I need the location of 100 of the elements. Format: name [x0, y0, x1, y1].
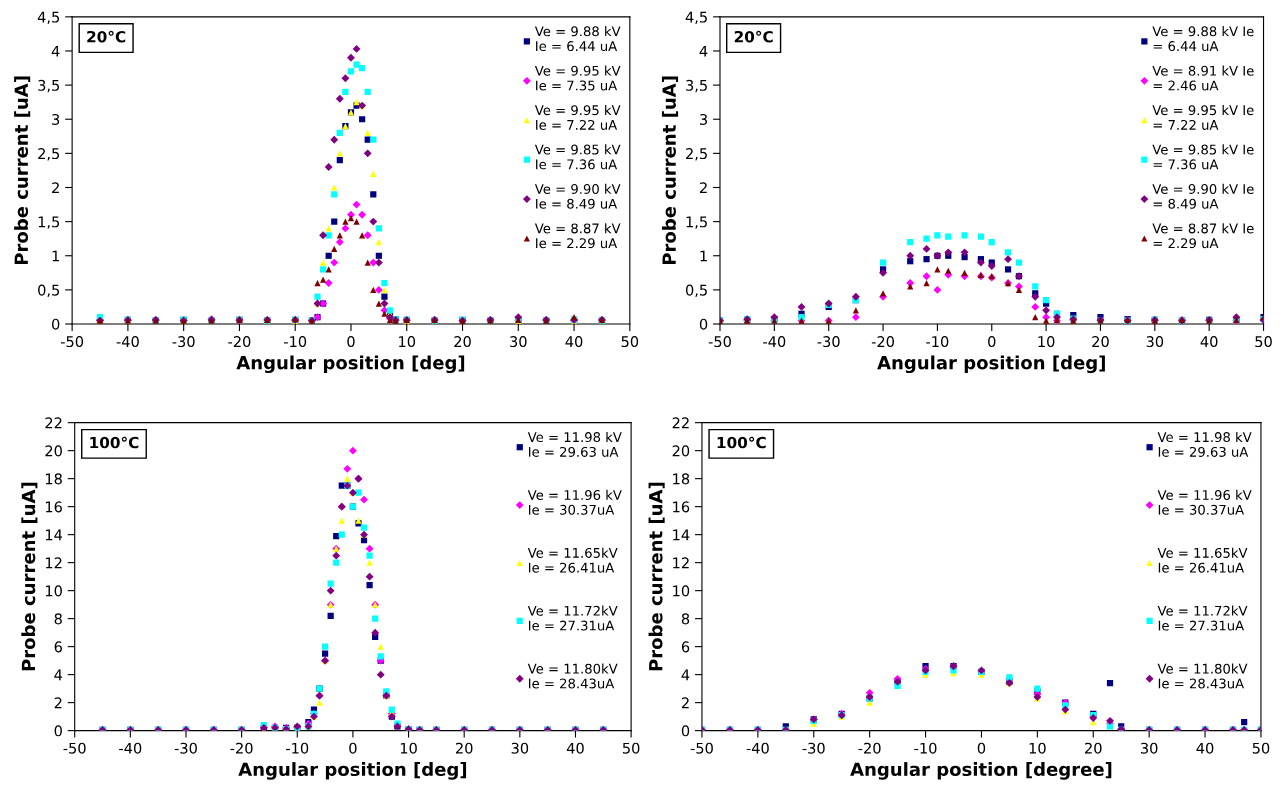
legend-label: Ve = 9.85 kV Ie = 7.36 uA [1152, 144, 1254, 170]
y-tick-label: 2 [681, 697, 689, 709]
x-tick-label: 10 [1038, 336, 1055, 348]
legend-label: Ve = 8.87 kV Ie = 2.29 uA [534, 223, 621, 249]
legend-label: Ve = 11.98 kV Ie = 29.63 uA [1157, 431, 1252, 457]
annotation: 20°C [87, 30, 126, 43]
y-tick-label: 14 [673, 529, 690, 541]
y-tick-label: 4 [54, 669, 63, 681]
x-tick-label: 0 [988, 336, 996, 348]
y-tick-label: 4 [51, 45, 60, 57]
x-tick-label: -10 [914, 742, 937, 754]
x-tick-label: -40 [119, 742, 142, 754]
y-axis-title: Probe current [uA] [21, 482, 38, 671]
y-tick-label: 0 [681, 725, 690, 737]
y-tick-label: 14 [45, 529, 63, 541]
x-tick-label: 40 [566, 742, 584, 754]
y-tick-label: 1,5 [38, 216, 60, 229]
y-tick-label: 6 [681, 641, 690, 653]
y-tick-label: 2,5 [38, 148, 60, 161]
x-tick-label: -20 [228, 336, 251, 348]
y-tick-label: 1,5 [686, 216, 707, 229]
x-tick-label: 50 [621, 336, 639, 348]
x-tick-label: 40 [1196, 742, 1214, 754]
legend-label: Ve = 11.72kV Ie = 27.31uA [1157, 605, 1248, 631]
legend-label: Ve = 9.88 kV Ie = 6.44 uA [534, 26, 621, 52]
x-tick-label: 30 [1140, 742, 1158, 754]
y-tick-label: 3 [52, 113, 60, 125]
x-axis-title: Angular position [degree] [850, 762, 1112, 780]
legend-label: Ve = 11.96 kV Ie = 30.37uA [527, 489, 622, 515]
legend-label: Ve = 8.87 kV Ie = 2.29 uA [1152, 223, 1254, 249]
y-tick-label: 2 [52, 182, 59, 194]
y-tick-label: 0,5 [38, 284, 60, 298]
y-tick-label: 6 [54, 641, 62, 653]
x-axis-title: Angular position [deg] [238, 762, 467, 780]
legend-label: Ve = 9.95 kV Ie = 7.35 uA [534, 65, 621, 91]
x-tick-label: -30 [174, 742, 197, 754]
legend-label: Ve = 11.80kV Ie = 28.43uA [527, 663, 618, 689]
y-tick-label: 2,5 [686, 148, 707, 161]
y-tick-label: 18 [673, 473, 690, 485]
annotation: 100°C [717, 436, 766, 449]
x-tick-label: 50 [1255, 336, 1272, 348]
y-tick-label: 20 [672, 445, 690, 457]
x-tick-label: -30 [172, 336, 195, 348]
x-tick-label: 10 [1029, 742, 1046, 754]
x-tick-label: -40 [763, 336, 786, 348]
y-tick-label: 8 [54, 613, 62, 625]
x-tick-label: 30 [511, 742, 529, 754]
y-tick-label: 16 [45, 501, 62, 513]
x-tick-label: -20 [858, 742, 881, 754]
y-tick-label: 8 [681, 613, 690, 625]
legend-label: Ve = 11.65kV Ie = 26.41uA [527, 547, 618, 573]
x-tick-label: -30 [802, 742, 825, 754]
y-tick-label: 12 [45, 557, 62, 569]
y-tick-label: 18 [45, 473, 62, 485]
y-tick-label: 0,5 [685, 284, 707, 298]
x-tick-label: 10 [399, 336, 416, 348]
x-tick-label: 40 [1200, 336, 1218, 348]
x-axis-title: Angular position [deg] [877, 355, 1105, 374]
y-tick-label: 10 [673, 585, 690, 597]
x-tick-label: 0 [349, 742, 357, 754]
y-tick-label: 1 [52, 250, 59, 262]
legend-label: Ve = 9.95 kV Ie = 7.22 uA [534, 104, 621, 130]
y-tick-label: 4 [699, 45, 708, 57]
x-tick-label: -10 [284, 336, 307, 348]
y-tick-label: 3,5 [38, 79, 60, 93]
y-axis-title: Probe current [uA] [14, 76, 31, 265]
x-tick-label: -30 [817, 336, 840, 348]
x-tick-label: -50 [708, 336, 731, 348]
x-tick-label: 50 [1252, 742, 1270, 754]
x-tick-label: -40 [746, 742, 769, 754]
y-tick-label: 0 [52, 318, 60, 330]
legend-label: Ve = 11.80kV Ie = 28.43uA [1157, 663, 1248, 689]
y-tick-label: 4,5 [685, 11, 707, 25]
legend-label: Ve = 9.85 kV Ie = 7.36 uA [534, 144, 621, 170]
x-tick-label: 20 [454, 336, 471, 348]
x-tick-label: 0 [977, 742, 986, 754]
legend-label: Ve = 9.90 kV Ie = 8.49 uA [1152, 183, 1254, 209]
legend-label: Ve = 11.72kV Ie = 27.31uA [527, 605, 618, 631]
x-tick-label: 0 [347, 336, 355, 348]
x-axis-title: Angular position [deg] [236, 355, 465, 374]
x-tick-label: -40 [116, 336, 139, 348]
y-tick-label: 3 [700, 113, 708, 125]
y-tick-label: 20 [45, 445, 62, 457]
y-tick-label: 16 [673, 501, 690, 513]
y-tick-label: 4,5 [37, 11, 60, 25]
y-axis-title: Probe current [uA] [661, 76, 679, 265]
y-tick-label: 0 [54, 725, 62, 737]
x-tick-label: 20 [1085, 742, 1102, 754]
x-tick-label: -50 [60, 336, 84, 348]
legend-label: Ve = 9.95 kV Ie = 7.22 uA [1152, 104, 1254, 130]
y-tick-label: 12 [673, 557, 689, 569]
x-tick-label: 50 [622, 742, 640, 754]
legend-label: Ve = 8.91 kV Ie = 2.46 uA [1152, 65, 1254, 91]
x-tick-label: 40 [565, 336, 583, 348]
legend-label: Ve = 9.88 kV Ie = 6.44 uA [1152, 26, 1254, 52]
legend-label: Ve = 11.96 kV Ie = 30.37uA [1157, 489, 1252, 515]
x-tick-label: -50 [690, 742, 713, 754]
legend-label: Ve = 11.98 kV Ie = 29.63 uA [527, 431, 622, 457]
legend-label: Ve = 11.65kV Ie = 26.41uA [1157, 547, 1248, 573]
x-tick-label: -20 [230, 742, 253, 754]
